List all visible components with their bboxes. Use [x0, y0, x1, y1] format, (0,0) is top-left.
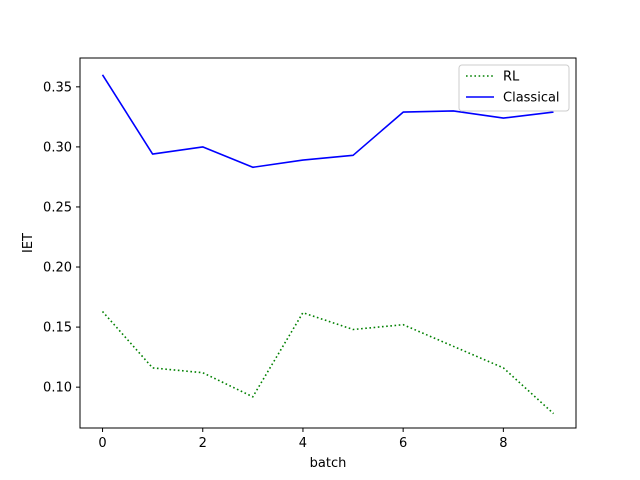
- series-line-classical: [101, 74, 554, 169]
- y-tick-label: 0.10: [43, 381, 72, 396]
- y-tick-label: 0.35: [43, 80, 72, 95]
- legend-label: Classical: [503, 91, 560, 106]
- x-axis-label: batch: [310, 456, 347, 471]
- x-tick-label: 8: [499, 436, 507, 451]
- x-tick-label: 0: [98, 436, 106, 451]
- legend-box: [458, 64, 570, 112]
- y-tick-label: 0.15: [43, 321, 72, 336]
- plot-area: [79, 57, 577, 429]
- x-tick-label: 2: [199, 436, 207, 451]
- x-tick-label: 4: [299, 436, 307, 451]
- legend: RL Classical: [458, 64, 570, 112]
- legend-label: RL: [503, 70, 520, 85]
- x-axis: 0 2 4 6 8: [98, 428, 507, 451]
- y-tick-label: 0.25: [43, 200, 72, 215]
- y-axis-label: IET: [21, 233, 36, 253]
- x-tick-label: 6: [399, 436, 407, 451]
- y-tick-label: 0.20: [43, 261, 72, 276]
- y-axis: 0.10 0.15 0.20 0.25 0.30 0.35: [43, 80, 80, 396]
- series-lines: [101, 74, 555, 415]
- y-tick-label: 0.30: [43, 140, 72, 155]
